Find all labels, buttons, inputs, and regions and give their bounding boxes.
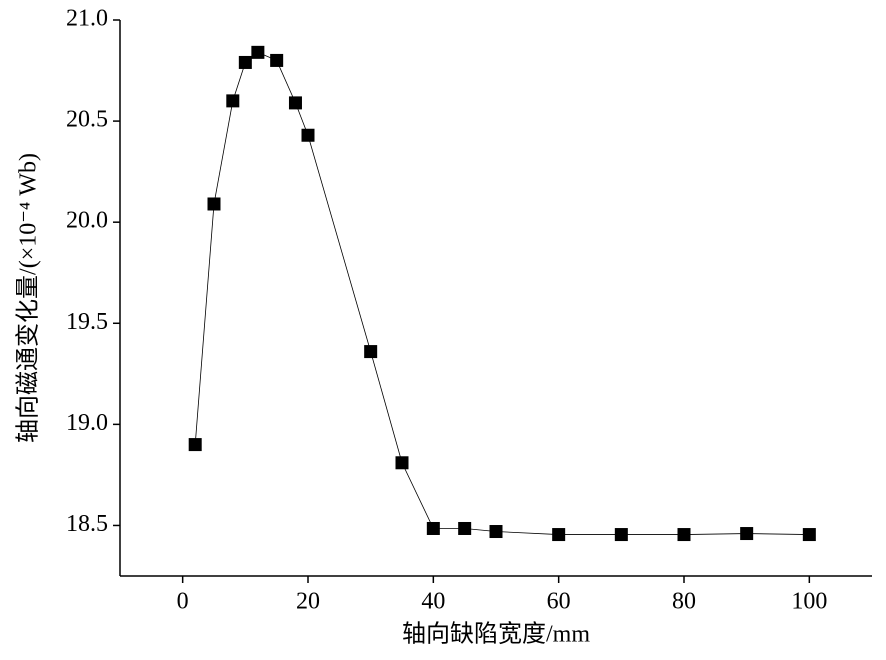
data-point — [226, 94, 240, 108]
y-tick-label: 21.0 — [66, 6, 108, 32]
x-tick-label: 60 — [547, 589, 571, 615]
x-tick-label: 100 — [791, 589, 827, 615]
x-tick-label: 80 — [672, 589, 696, 615]
x-tick-label: 40 — [421, 589, 445, 615]
x-axis-label: 轴向缺陷宽度/mm — [402, 621, 590, 648]
data-point — [395, 456, 409, 470]
data-point — [238, 55, 252, 69]
y-tick-label: 18.5 — [66, 511, 108, 537]
data-point — [188, 438, 202, 452]
data-point — [489, 525, 503, 539]
data-point — [552, 528, 566, 542]
x-tick-label: 0 — [177, 589, 189, 615]
data-point — [740, 527, 754, 541]
data-point — [270, 53, 284, 67]
y-tick-label: 19.5 — [66, 309, 108, 335]
data-point — [301, 128, 315, 142]
data-point — [677, 528, 691, 542]
y-tick-label: 20.5 — [66, 107, 108, 133]
data-point — [802, 528, 816, 542]
x-tick-label: 20 — [296, 589, 320, 615]
y-tick-label: 20.0 — [66, 208, 108, 234]
data-point — [426, 521, 440, 535]
series-line — [194, 51, 810, 535]
y-axis-label: 轴向磁通变化量/(×10⁻⁴ Wb) — [15, 153, 42, 443]
data-point — [458, 521, 472, 535]
y-tick-label: 19.0 — [66, 410, 108, 436]
data-point — [614, 528, 628, 542]
data-point — [207, 197, 221, 211]
data-point — [288, 96, 302, 110]
data-point — [251, 45, 265, 59]
data-point — [364, 345, 378, 359]
